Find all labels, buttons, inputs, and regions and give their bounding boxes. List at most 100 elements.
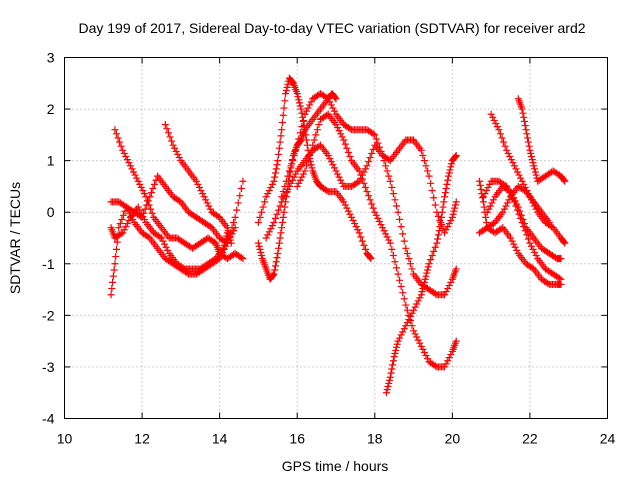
data-point-interp <box>298 173 306 181</box>
data-point <box>293 182 301 190</box>
data-point-interp <box>447 216 455 224</box>
data-point-interp <box>123 220 131 228</box>
data-point-interp <box>560 238 568 246</box>
data-point-interp <box>156 233 164 241</box>
data-point-interp <box>125 216 133 224</box>
y-tick-label: 3 <box>47 50 55 66</box>
data-point <box>433 239 441 247</box>
data-point <box>239 177 247 185</box>
data-point-interp <box>449 210 457 218</box>
data-point-interp <box>268 180 276 188</box>
data-point-interp <box>400 237 408 245</box>
data-point-interp <box>437 213 445 221</box>
data-point-interp <box>264 231 272 239</box>
data-point <box>417 342 425 350</box>
data-point-interp <box>206 223 214 231</box>
data-point <box>301 167 309 175</box>
data-point <box>394 337 402 345</box>
data-point-interp <box>226 233 234 241</box>
data-point <box>476 177 484 185</box>
data-point-interp <box>282 87 290 95</box>
data-point-interp <box>168 137 176 145</box>
data-point-interp <box>486 202 494 210</box>
data-point-interp <box>440 198 448 206</box>
data-point-interp <box>442 288 450 296</box>
data-point-interp <box>315 121 323 129</box>
data-point-interp <box>366 254 374 262</box>
data-point-interp <box>224 227 232 235</box>
data-point <box>324 95 332 103</box>
data-point-interp <box>517 174 525 182</box>
data-point <box>452 151 460 159</box>
data-point-interp <box>307 146 315 154</box>
data-point-interp <box>397 282 405 290</box>
data-point-interp <box>419 151 427 159</box>
data-point-interp <box>326 98 334 106</box>
data-point-interp <box>257 248 265 256</box>
data-point-interp <box>302 131 310 139</box>
data-point <box>410 327 418 335</box>
data-point-interp <box>281 203 289 211</box>
x-tick-label: 18 <box>367 431 383 447</box>
data-point <box>239 255 247 263</box>
data-point <box>557 255 565 263</box>
x-tick-label: 14 <box>212 431 228 447</box>
data-point-interp <box>330 164 338 172</box>
data-point <box>507 234 515 242</box>
data-point-interp <box>256 245 264 253</box>
data-point-interp <box>175 154 183 162</box>
data-point <box>561 177 569 185</box>
data-point-interp <box>164 246 172 254</box>
data-point-interp <box>334 124 342 132</box>
data-point-interp <box>116 138 124 146</box>
data-point-interp <box>560 176 568 184</box>
data-point-interp <box>214 212 222 220</box>
grid-lines <box>64 57 608 419</box>
data-point-interp <box>418 288 426 296</box>
data-point <box>107 291 115 299</box>
data-point-interp <box>227 236 235 244</box>
data-point-interp <box>502 202 510 210</box>
data-point-interp <box>205 202 213 210</box>
data-point-interp <box>527 242 535 250</box>
data-point-interp <box>511 197 519 205</box>
data-point-interp <box>114 134 122 142</box>
data-point-interp <box>237 184 245 192</box>
data-point-interp <box>129 215 137 223</box>
data-point-interp <box>282 189 290 197</box>
data-point-interp <box>175 197 183 205</box>
data-point-interp <box>337 130 345 138</box>
data-point-interp <box>411 303 419 311</box>
data-point-interp <box>513 246 521 254</box>
data-point-interp <box>377 221 385 229</box>
data-point <box>363 188 371 196</box>
data-point-interp <box>436 223 444 231</box>
data-point-interp <box>360 241 368 249</box>
data-point-interp <box>385 172 393 180</box>
data-point-interp <box>203 199 211 207</box>
data-point-interp <box>450 207 458 215</box>
data-point-interp <box>335 173 343 181</box>
data-point <box>394 270 402 278</box>
data-point-interp <box>306 151 314 159</box>
data-point-interp <box>258 208 266 216</box>
data-point-interp <box>108 285 116 293</box>
data-point <box>448 213 456 221</box>
y-tick-label: -1 <box>42 256 55 272</box>
y-tick-label: 2 <box>47 101 55 117</box>
data-point-interp <box>136 206 144 214</box>
data-point <box>157 234 165 242</box>
data-point-interp <box>330 107 338 115</box>
data-point-interp <box>375 217 383 225</box>
data-point-interp <box>276 138 284 146</box>
data-point-interp <box>265 187 273 195</box>
data-point-interp <box>287 162 295 170</box>
data-point-interp <box>492 120 500 128</box>
data-point-interp <box>523 130 531 138</box>
data-point <box>348 213 356 221</box>
data-point <box>425 260 433 268</box>
data-point <box>270 270 278 278</box>
data-point-interp <box>388 365 396 373</box>
data-point-interp <box>366 154 374 162</box>
data-point-interp <box>123 156 131 164</box>
